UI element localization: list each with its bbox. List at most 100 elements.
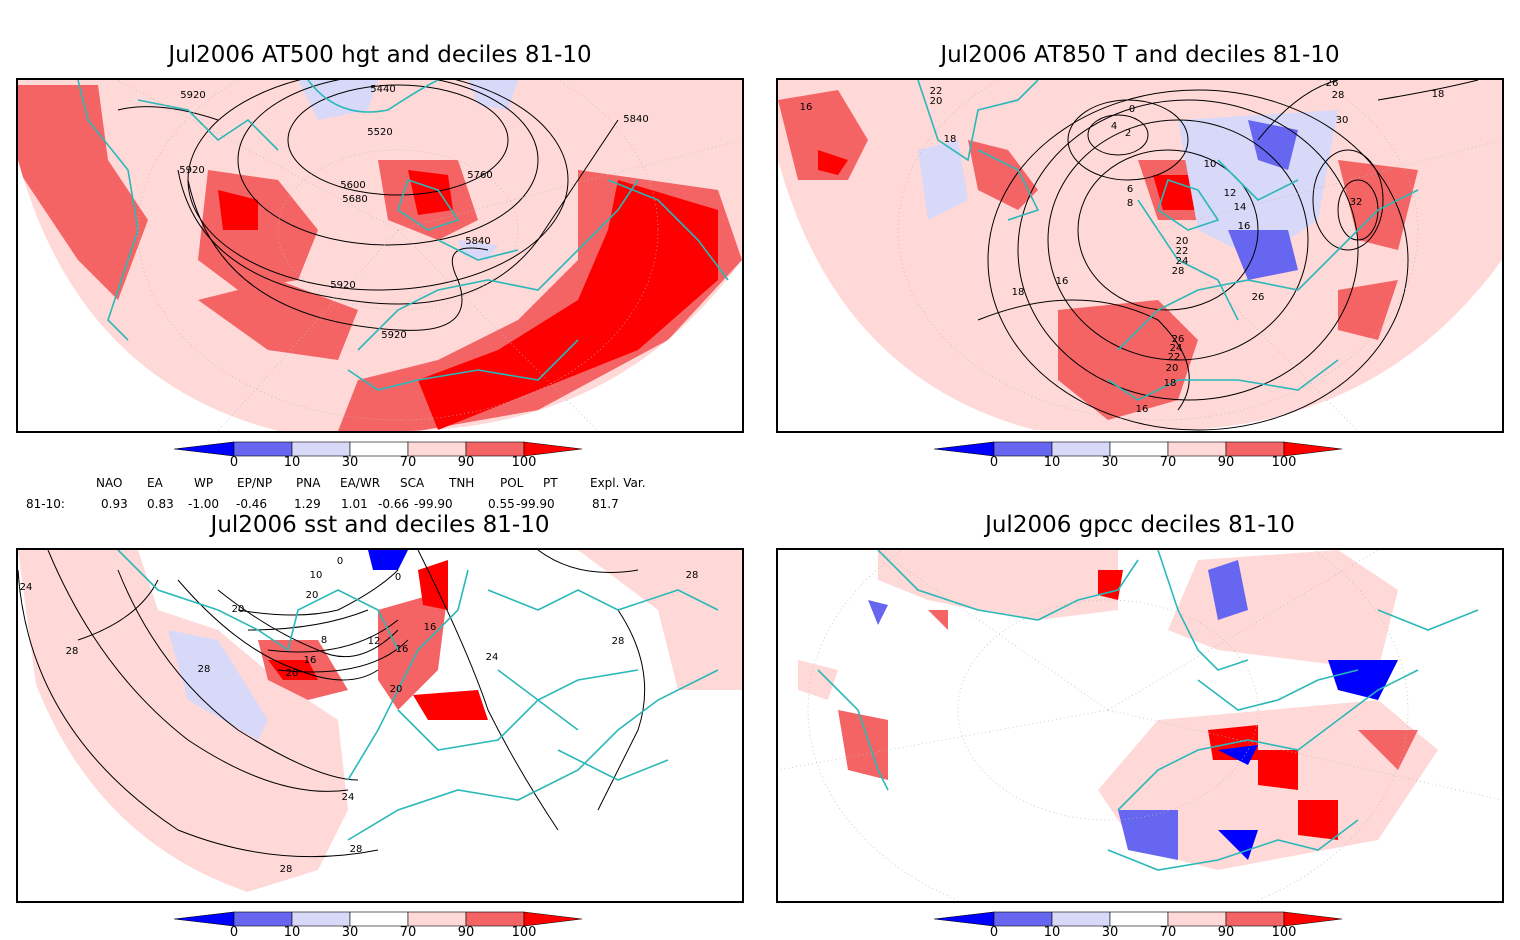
contour-label: 18 (944, 134, 957, 145)
tick-label: 10 (1043, 925, 1061, 940)
contour-label: 24 (342, 792, 355, 803)
contour-label: 24 (1170, 343, 1183, 354)
colorbar-segment (1109, 441, 1169, 457)
colorbar-segment (993, 911, 1053, 927)
index-header: PNA (296, 476, 321, 490)
index-value: -0.46 (236, 497, 268, 511)
contour-label: 26 (1172, 334, 1185, 345)
contour-label: 30 (1336, 115, 1349, 126)
contour-label: 26 (1326, 80, 1339, 89)
colorbar-segment (1225, 911, 1285, 927)
contour-label: 20 (1176, 236, 1189, 247)
map-at500-svg: 5440 5920 5520 5840 5920 5600 5760 5680 … (18, 80, 742, 431)
contour-label: 18 (1012, 287, 1025, 298)
contour-label: 20 (306, 590, 319, 601)
contour-label: 16 (396, 644, 409, 655)
contour-label: 5440 (370, 84, 395, 95)
panel-title-at850: Jul2006 AT850 T and deciles 81-10 (940, 42, 1340, 68)
contour-label: 0 (337, 556, 343, 567)
contour-label: 26 (1252, 292, 1265, 303)
contour-label: 5840 (465, 236, 490, 247)
contour-label: 24 (20, 582, 33, 593)
colorbar-segment (1109, 911, 1169, 927)
index-value: 1.29 (294, 497, 321, 511)
colorbar-segment (1167, 911, 1227, 927)
colorbar-panel-1 (174, 441, 583, 457)
contour-label: 16 (1136, 404, 1149, 415)
index-value: 0.83 (147, 497, 174, 511)
panel-title-gpcc: Jul2006 gpcc deciles 81-10 (985, 512, 1295, 538)
contour-label: 5520 (367, 127, 392, 138)
index-value: -0.66 (378, 497, 410, 511)
colorbar-ticks-2: 0 10 30 70 90 100 (934, 455, 1346, 473)
map-at850-svg: 16 22 20 18 0 4 2 26 28 30 18 10 6 8 12 … (778, 80, 1502, 431)
tick-label: 10 (283, 925, 301, 940)
contour-label: 5920 (180, 90, 205, 101)
colorbar-segment (934, 911, 995, 927)
tick-label: 90 (1217, 925, 1235, 940)
contour-label: 8 (1127, 198, 1133, 209)
contour-label: 0 (1129, 104, 1135, 115)
contour-label: 5920 (381, 330, 406, 341)
index-value: 1.01 (341, 497, 368, 511)
contour-label: 5920 (330, 280, 355, 291)
tick-label: 100 (1271, 455, 1297, 470)
contour-label: 5840 (623, 114, 648, 125)
index-value: -99.90 (516, 497, 555, 511)
tick-label: 90 (457, 925, 475, 940)
contour-label: 5760 (467, 170, 492, 181)
index-header: NAO (96, 476, 123, 490)
index-value: 0.93 (101, 497, 128, 511)
tick-label: 30 (1101, 455, 1119, 470)
contour-label: 12 (1224, 188, 1237, 199)
colorbar-segment (523, 441, 583, 457)
map-sst-svg: 24 0 10 0 20 28 28 8 12 16 20 28 16 20 1… (18, 550, 742, 901)
contour-label: 28 (1332, 90, 1345, 101)
tick-label: 30 (341, 925, 359, 940)
colorbar-panel-2 (934, 441, 1343, 457)
colorbar-ticks-4: 0 10 30 70 90 100 (934, 925, 1346, 940)
colorbar-segment (174, 911, 235, 927)
map-gpcc (776, 548, 1504, 903)
contour-label: 18 (1432, 89, 1445, 100)
contour-label: 28 (66, 646, 79, 657)
contour-label: 10 (310, 570, 323, 581)
colorbar-segment (1225, 441, 1285, 457)
panel-title-at500: Jul2006 AT500 hgt and deciles 81-10 (168, 42, 592, 68)
colorbar-segment (465, 911, 525, 927)
colorbar-segment (1051, 441, 1111, 457)
contour-label: 28 (280, 864, 293, 875)
contour-label: 28 (612, 636, 625, 647)
colorbar-ticks-3: 0 10 30 70 90 100 (174, 925, 586, 940)
index-row-label: 81-10: (26, 497, 65, 511)
contour-label: 22 (930, 86, 943, 97)
contour-label: 28 (198, 664, 211, 675)
colorbar-segment (1167, 441, 1227, 457)
index-header: PT (543, 476, 558, 490)
index-header: EP/NP (237, 476, 273, 490)
index-value: -1.00 (188, 497, 220, 511)
contour-label: 28 (350, 844, 363, 855)
colorbar-panel-4 (934, 911, 1343, 927)
contour-label: 16 (800, 102, 813, 113)
contour-label: 5600 (340, 180, 365, 191)
colorbar-segment (233, 441, 293, 457)
contour-label: 12 (368, 636, 381, 647)
contour-label: 5920 (179, 165, 204, 176)
contour-label: 28 (686, 570, 699, 581)
tick-label: 100 (511, 925, 537, 940)
contour-label: 5680 (342, 194, 367, 205)
contour-label: 2 (1125, 128, 1131, 139)
colorbar-segment (1051, 911, 1111, 927)
contour-label: 28 (1172, 266, 1185, 277)
tick-label: 90 (457, 455, 475, 470)
contour-label: 20 (930, 96, 943, 107)
colorbar-segment (523, 911, 583, 927)
tick-label: 70 (399, 455, 417, 470)
colorbar-segment (993, 441, 1053, 457)
contour-label: 24 (1176, 256, 1189, 267)
tick-label: 0 (229, 925, 239, 940)
contour-label: 32 (1350, 197, 1363, 208)
contour-label: 20 (232, 604, 245, 615)
contour-label: 16 (1238, 221, 1251, 232)
